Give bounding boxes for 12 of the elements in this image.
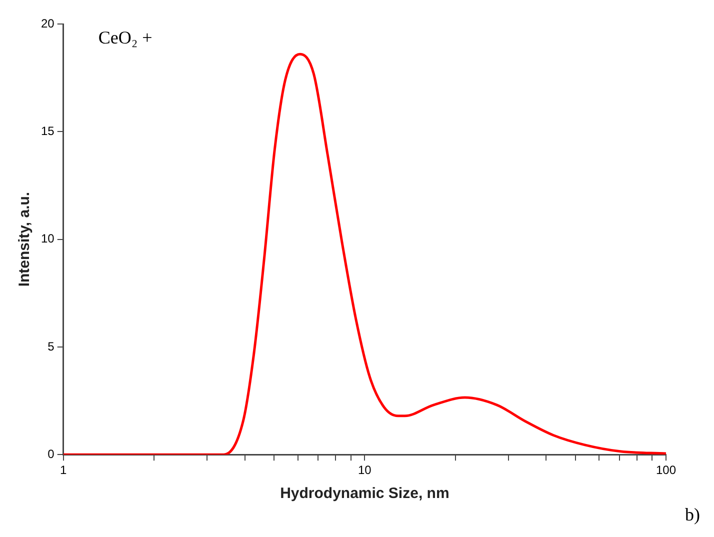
y-tick-label: 15	[40, 124, 55, 138]
y-axis-title: Intensity, a.u.	[16, 192, 34, 287]
x-tick-label: 100	[656, 463, 676, 478]
x-axis-title: Hydrodynamic Size, nm	[280, 485, 450, 502]
y-tick-label: 10	[40, 232, 55, 246]
x-tick-label: 10	[358, 463, 372, 478]
y-tick-label: 5	[48, 339, 55, 354]
x-tick-label: 1	[60, 463, 68, 478]
y-tick-label: 0	[48, 446, 55, 461]
y-tick-label: 20	[40, 16, 55, 30]
annotation: CeO₂ +	[98, 28, 152, 48]
text: b)	[685, 504, 700, 525]
